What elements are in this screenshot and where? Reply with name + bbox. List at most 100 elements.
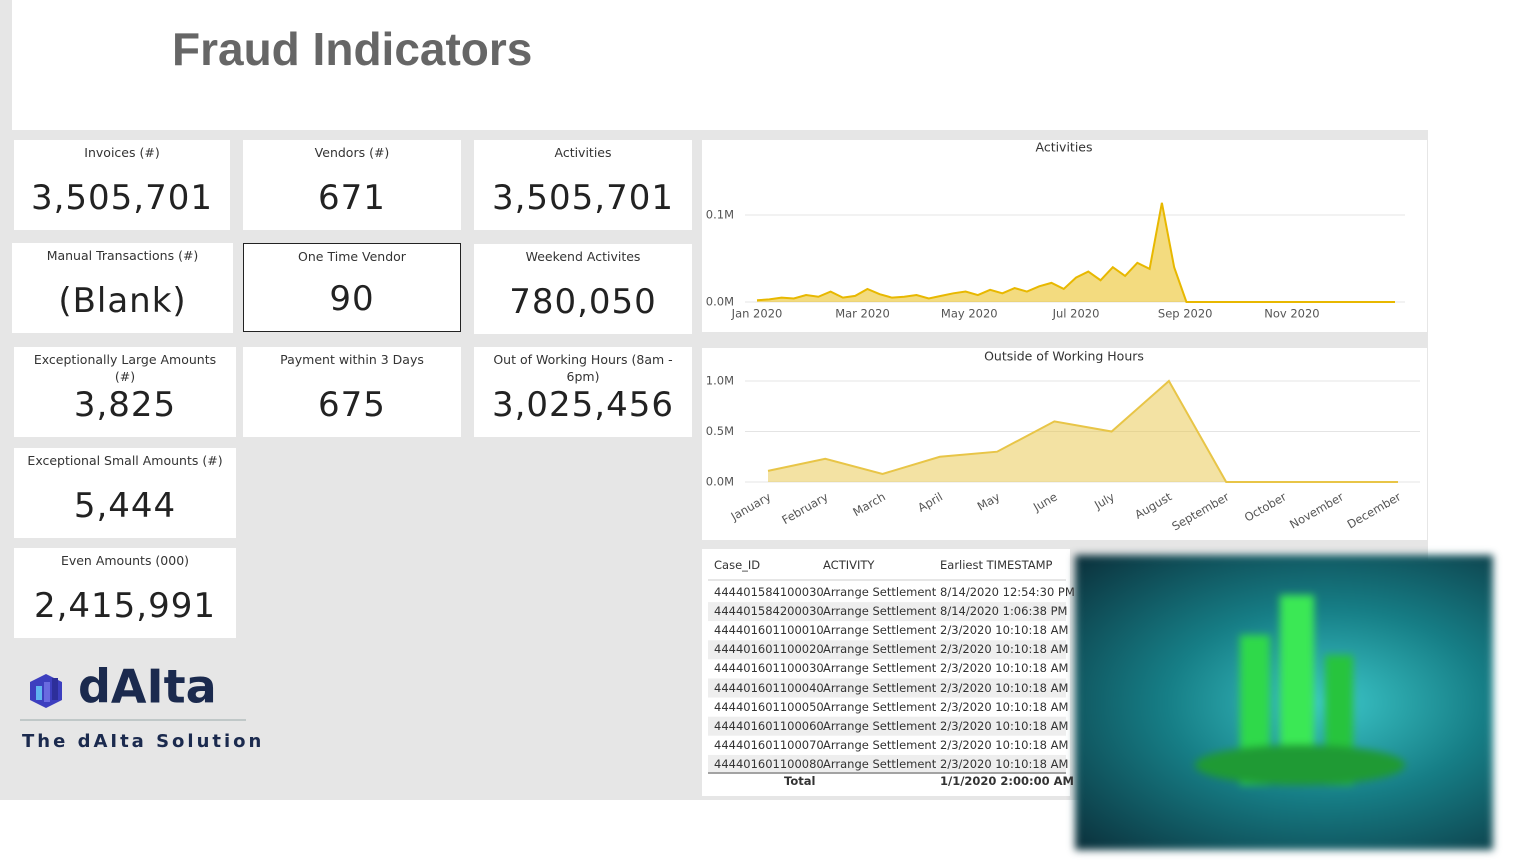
table-cell: 444401601100050 [714, 699, 824, 714]
x-tick-label: Mar 2020 [835, 307, 890, 321]
x-tick-label: Sep 2020 [1158, 307, 1213, 321]
card-label: Weekend Activites [525, 249, 641, 264]
table-cell: 444401601100060 [714, 718, 824, 733]
card-value: (Blank) [58, 281, 187, 321]
kpi-card: Invoices (#) 3,505,701 [14, 140, 230, 230]
table-header: ACTIVITY [823, 558, 875, 572]
row-band [708, 754, 1066, 774]
table-cell: 444401601100070 [714, 737, 824, 752]
card-value: 780,050 [509, 282, 657, 322]
row-band [708, 602, 1066, 622]
image-base [1195, 745, 1405, 785]
table-cell: Arrange Settlement [823, 756, 937, 771]
kpi-card: Out of Working Hours (8am - 6pm) 3,025,45… [474, 347, 692, 437]
y-tick-label: 1.0M [706, 374, 734, 388]
title-panel: Fraud Indicators [12, 0, 1428, 130]
kpi-card: Weekend Activites 780,050 [474, 244, 692, 334]
chart-title: Outside of Working Hours [984, 349, 1144, 364]
table-cell: Arrange Settlement [823, 642, 937, 657]
x-tick-label: Nov 2020 [1264, 307, 1319, 321]
card-label: Invoices (#) [84, 145, 160, 160]
table-cell: 2/3/2020 10:10:18 AM [940, 756, 1069, 771]
table-cell: Arrange Settlement [823, 680, 937, 695]
row-band [708, 716, 1066, 736]
card-label: Manual Transactions (#) [46, 248, 199, 263]
table-header: Case_ID [714, 558, 761, 572]
kpi-card: Exceptional Small Amounts (#) 5,444 [14, 448, 236, 538]
table-cell: Arrange Settlement [823, 604, 937, 619]
logo-icon [30, 674, 62, 708]
card-label: One Time Vendor [298, 249, 406, 264]
table-cell: 2/3/2020 10:10:18 AM [940, 661, 1069, 676]
card-value: 3,505,701 [30, 178, 214, 218]
table-cell: 2/3/2020 10:10:18 AM [940, 642, 1069, 657]
table-cell: Arrange Settlement [823, 661, 937, 676]
card-label: Vendors (#) [314, 145, 390, 160]
area-fill [757, 202, 1395, 302]
table-panel [702, 549, 1070, 796]
table-cell: 444401584200030 [714, 604, 824, 619]
logo-name: dAIta [78, 660, 217, 714]
row-band [708, 640, 1066, 660]
chart-title: Activities [1035, 140, 1092, 155]
area-fill [768, 381, 1398, 482]
table-header: Earliest TIMESTAMP [940, 558, 1053, 572]
table-cell: Arrange Settlement [823, 718, 937, 733]
table-cell: 444401601100030 [714, 661, 824, 676]
line [767, 379, 1398, 483]
table-cell: 444401601100080 [714, 756, 824, 771]
total-value: 1/1/2020 2:00:00 AM [940, 774, 1074, 788]
card-label: Exceptional Small Amounts (#) [27, 453, 223, 468]
card-value: 90 [329, 279, 375, 319]
table-cell: 444401601100010 [714, 623, 824, 638]
kpi-card: Manual Transactions (#) (Blank) [12, 243, 233, 333]
table-cell: Arrange Settlement [823, 585, 937, 599]
table-cell: 8/14/2020 1:06:38 PM [940, 604, 1068, 619]
table-cell: 444401584100030 [714, 585, 824, 599]
x-tick-label: Jan 2020 [731, 307, 783, 321]
page-title: Fraud Indicators [172, 23, 533, 75]
line [756, 202, 1395, 303]
y-tick-label: 0.0M [706, 295, 734, 309]
table-cell: 2/3/2020 10:10:18 AM [940, 680, 1069, 695]
card-value: 675 [318, 385, 386, 425]
card-value: 671 [318, 178, 386, 218]
kpi-card: Even Amounts (000) 2,415,991 [14, 548, 236, 638]
card-value: 3,825 [73, 385, 177, 425]
card-value: 3,505,701 [491, 178, 675, 218]
row-band [708, 678, 1066, 698]
table-cell: 2/3/2020 10:10:18 AM [940, 623, 1069, 638]
table-cell: 2/3/2020 10:10:18 AM [940, 699, 1069, 714]
kpi-card: Vendors (#) 671 [243, 140, 461, 230]
card-value: 3,025,456 [491, 385, 675, 425]
total-label: Total [784, 774, 816, 788]
card-value: 2,415,991 [33, 586, 217, 626]
y-tick-label: 0.0M [706, 475, 734, 489]
kpi-card: One Time Vendor 90 [243, 243, 461, 332]
card-label: Exceptionally Large Amounts (#) [33, 352, 217, 384]
table-cell: 444401601100020 [714, 642, 824, 657]
card-value: 5,444 [73, 486, 177, 526]
table-cell: Arrange Settlement [823, 699, 937, 714]
table-cell: 8/14/2020 12:54:30 PM [940, 585, 1075, 599]
chart-panel [702, 140, 1427, 332]
x-tick-label: Jul 2020 [1052, 307, 1100, 321]
card-label: Payment within 3 Days [280, 352, 424, 367]
kpi-card: Payment within 3 Days 675 [243, 347, 461, 437]
table-cell: Arrange Settlement [823, 623, 937, 638]
card-label: Out of Working Hours (8am - 6pm) [493, 352, 673, 384]
kpi-card: Exceptionally Large Amounts (#) 3,825 [14, 347, 236, 437]
table-cell: Arrange Settlement [823, 737, 937, 752]
table-cell: 2/3/2020 10:10:18 AM [940, 737, 1069, 752]
y-tick-label: 0.5M [706, 424, 734, 438]
kpi-card: Activities 3,505,701 [474, 140, 692, 230]
card-label: Even Amounts (000) [60, 553, 190, 568]
table-cell: 444401601100040 [714, 680, 824, 695]
card-label: Activities [554, 145, 612, 160]
table-cell: 2/3/2020 10:10:18 AM [940, 718, 1069, 733]
decorative-image [1075, 555, 1493, 850]
x-tick-label: May 2020 [941, 307, 998, 321]
logo-tagline: The dAIta Solution [22, 731, 264, 752]
